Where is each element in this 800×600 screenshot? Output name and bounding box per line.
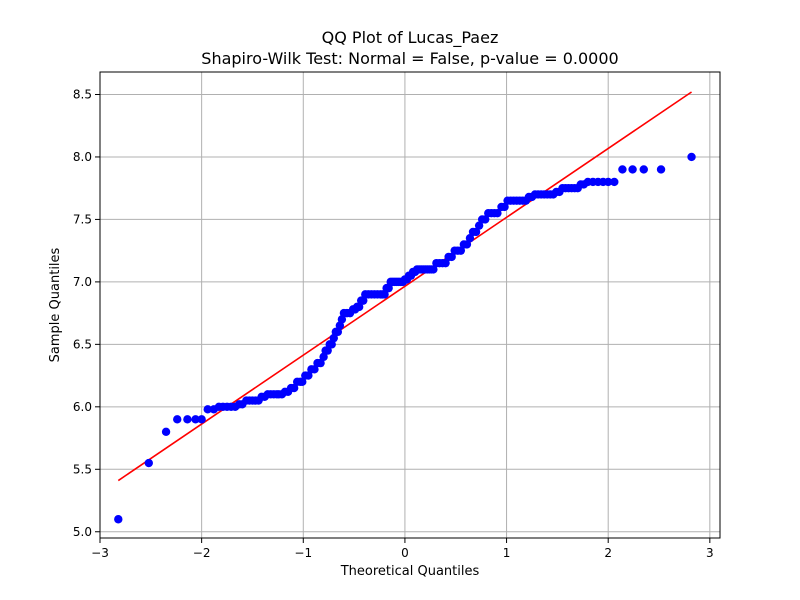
sample-points	[114, 152, 696, 524]
y-tick-label: 7.0	[73, 275, 92, 289]
sample-point	[462, 240, 472, 249]
sample-point	[656, 165, 666, 174]
sample-point	[304, 371, 313, 380]
sample-point	[114, 515, 123, 524]
sample-point	[465, 233, 475, 243]
y-tick-label: 6.5	[73, 337, 92, 351]
chart-subtitle: Shapiro-Wilk Test: Normal = False, p-val…	[201, 49, 618, 68]
x-tick-label: −1	[294, 546, 312, 560]
plot-frame	[99, 71, 721, 539]
x-tick-label: 2	[604, 546, 612, 560]
sample-point	[197, 415, 206, 424]
sample-point	[203, 405, 212, 414]
y-tick-label: 6.0	[73, 400, 92, 414]
sample-point	[310, 365, 319, 374]
x-tick-label: −2	[193, 546, 211, 560]
y-tick-label: 7.5	[73, 212, 92, 226]
sample-point	[289, 383, 299, 393]
x-axis-label: Theoretical Quantiles	[340, 564, 480, 579]
sample-point	[610, 177, 619, 187]
sample-point	[471, 227, 481, 237]
reference-line-group	[117, 91, 692, 482]
y-tick-label: 8.5	[73, 87, 92, 101]
grid-lines	[99, 72, 720, 538]
sample-point	[603, 177, 613, 187]
sample-point	[298, 377, 307, 387]
x-tick-label: 3	[706, 546, 714, 560]
sample-point	[161, 427, 171, 437]
sample-point	[618, 165, 627, 174]
sample-point	[500, 202, 509, 212]
sample-point	[429, 265, 438, 274]
sample-point	[628, 165, 637, 174]
sample-point	[191, 415, 200, 424]
sample-point	[687, 152, 696, 162]
sample-point	[441, 258, 450, 268]
sample-point	[456, 246, 466, 255]
sample-point	[639, 165, 648, 174]
chart-title: QQ Plot of Lucas_Paez	[322, 28, 499, 48]
x-tick-label: −3	[91, 546, 109, 560]
sample-point	[183, 415, 192, 424]
sample-point	[474, 221, 484, 230]
y-tick-label: 5.0	[73, 525, 92, 539]
sample-point	[447, 252, 456, 262]
x-tick-label: 0	[401, 546, 409, 560]
x-tick-label: 1	[503, 546, 511, 560]
sample-point	[481, 215, 490, 224]
x-axis-ticks: −3 −2 −1 0 1 2 3	[91, 538, 714, 560]
y-axis-ticks: 5.0 5.5 6.0 6.5 7.0 7.5 8.0 8.5	[73, 87, 100, 539]
y-axis-label: Sample Quantiles	[48, 247, 63, 362]
sample-point	[493, 208, 502, 218]
y-tick-label: 5.5	[73, 462, 92, 476]
sample-point	[144, 458, 153, 468]
y-tick-label: 8.0	[73, 150, 92, 164]
sample-point	[173, 415, 182, 424]
reference-line	[117, 91, 692, 482]
sample-point	[316, 358, 325, 368]
